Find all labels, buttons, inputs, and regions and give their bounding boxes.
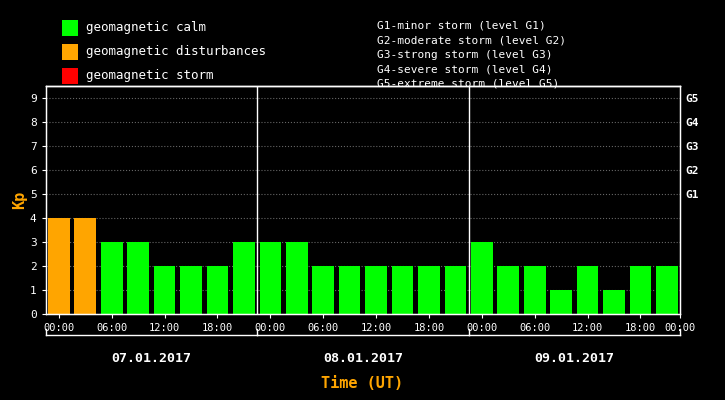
Bar — [339, 266, 360, 314]
Bar — [365, 266, 387, 314]
Y-axis label: Kp: Kp — [12, 191, 27, 209]
Text: Time (UT): Time (UT) — [321, 376, 404, 391]
Bar — [312, 266, 334, 314]
Bar — [656, 266, 678, 314]
Text: G3-strong storm (level G3): G3-strong storm (level G3) — [377, 50, 552, 60]
Bar — [286, 242, 307, 314]
Bar — [444, 266, 466, 314]
Text: 07.01.2017: 07.01.2017 — [112, 352, 191, 364]
Text: G1-minor storm (level G1): G1-minor storm (level G1) — [377, 21, 546, 31]
Bar — [233, 242, 254, 314]
Bar — [576, 266, 598, 314]
Bar — [629, 266, 651, 314]
Bar — [154, 266, 175, 314]
Text: 08.01.2017: 08.01.2017 — [323, 352, 403, 364]
Bar — [48, 218, 70, 314]
Bar — [418, 266, 440, 314]
Bar — [181, 266, 202, 314]
Text: geomagnetic storm: geomagnetic storm — [86, 70, 214, 82]
Bar — [392, 266, 413, 314]
Bar — [603, 290, 625, 314]
Bar — [128, 242, 149, 314]
Bar — [550, 290, 572, 314]
Bar — [207, 266, 228, 314]
Text: G2-moderate storm (level G2): G2-moderate storm (level G2) — [377, 35, 566, 45]
Bar — [497, 266, 519, 314]
Bar — [471, 242, 493, 314]
Text: G4-severe storm (level G4): G4-severe storm (level G4) — [377, 64, 552, 74]
Text: geomagnetic calm: geomagnetic calm — [86, 22, 207, 34]
Bar — [524, 266, 545, 314]
Bar — [260, 242, 281, 314]
Text: 09.01.2017: 09.01.2017 — [534, 352, 614, 364]
Text: geomagnetic disturbances: geomagnetic disturbances — [86, 46, 266, 58]
Bar — [75, 218, 96, 314]
Text: G5-extreme storm (level G5): G5-extreme storm (level G5) — [377, 78, 559, 88]
Bar — [101, 242, 123, 314]
